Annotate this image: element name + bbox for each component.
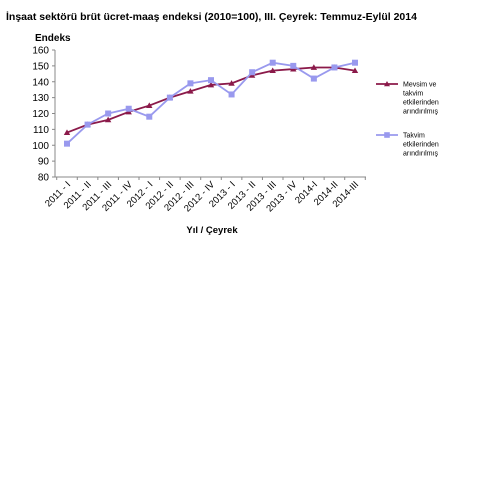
data-point-square [310, 75, 317, 82]
legend-item-1: Mevsim ve takvim etkilerinden arındırılmış [376, 81, 439, 116]
data-point-square [125, 105, 132, 112]
data-point-square [208, 77, 214, 84]
data-point-square [249, 69, 256, 76]
legend-label: arındırılmış [403, 109, 439, 116]
data-point-triangle [146, 102, 153, 108]
data-point-square [228, 91, 235, 98]
data-point-square [146, 113, 153, 120]
y-tick-label: 100 [32, 141, 49, 152]
data-point-square [84, 121, 91, 128]
y-axis-label: Endeks [35, 33, 71, 44]
data-point-square [187, 80, 194, 87]
y-tick-label: 130 [32, 93, 49, 104]
data-point-triangle [228, 80, 235, 86]
y-tick-label: 160 [32, 46, 49, 57]
legend-label: etkilerinden [403, 142, 439, 149]
y-tick-label: 90 [38, 157, 50, 168]
data-point-square [105, 110, 112, 117]
y-tick-label: 140 [32, 77, 49, 88]
series-line-2 [66, 61, 356, 145]
data-point-triangle [310, 64, 318, 70]
y-tick-label: 120 [32, 109, 49, 120]
data-point-triangle [351, 67, 359, 74]
data-point-triangle [269, 67, 276, 74]
data-point-square [269, 59, 276, 66]
data-point-square [331, 64, 338, 71]
data-point-triangle [187, 88, 194, 94]
legend-label: Mevsim ve [403, 82, 437, 89]
y-tick-label: 110 [33, 125, 49, 136]
data-point-triangle [63, 129, 71, 135]
data-point-square [290, 62, 297, 69]
data-point-square [352, 59, 358, 66]
data-point-triangle [104, 116, 112, 123]
chart-title: İnşaat sektörü brüt ücret-maaş endeksi (… [6, 10, 417, 23]
legend-marker [384, 81, 390, 87]
legend: Mevsim vetakvimetkilerindenarındırılmışT… [376, 81, 439, 158]
x-axis-label: Yıl / Çeyrek [186, 225, 238, 236]
y-tick-label: 80 [38, 173, 50, 184]
data-point-triangle [207, 81, 215, 88]
y-tick-label: 150 [32, 61, 49, 72]
data-point-square [166, 94, 173, 101]
legend-item-2: Takvim etkilerinden arındırılmış [376, 132, 439, 158]
data-point-square [64, 140, 70, 147]
legend-label: Takvim [403, 133, 425, 140]
legend-marker [384, 132, 390, 138]
legend-label: etkilerinden [403, 100, 439, 107]
legend-label: takvim [403, 91, 423, 98]
legend-label: arındırılmış [403, 151, 439, 158]
